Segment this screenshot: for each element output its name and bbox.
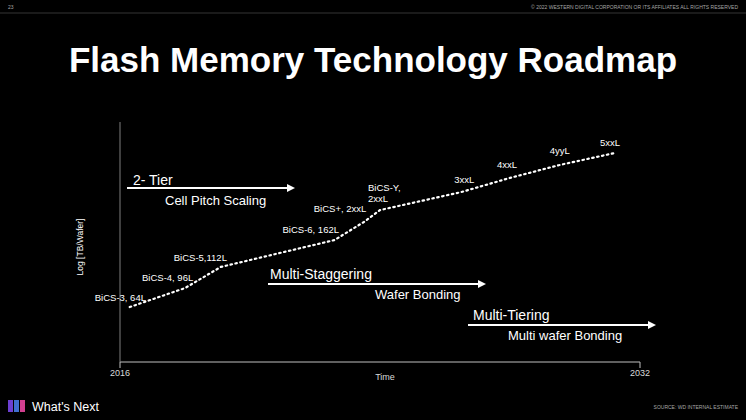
svg-text:BiCS+, 2xxL: BiCS+, 2xxL (314, 203, 367, 214)
svg-text:Cell Pitch Scaling: Cell Pitch Scaling (165, 193, 266, 208)
svg-text:BiCS-6, 162L: BiCS-6, 162L (283, 224, 340, 235)
svg-text:5xxL: 5xxL (600, 137, 620, 148)
svg-text:Multi-Staggering: Multi-Staggering (270, 266, 372, 282)
svg-text:Multi wafer Bonding: Multi wafer Bonding (508, 328, 622, 343)
svg-text:4xxL: 4xxL (497, 159, 517, 170)
svg-text:2- Tier: 2- Tier (133, 172, 173, 188)
svg-text:Log [TB/Wafer]: Log [TB/Wafer] (75, 219, 85, 276)
svg-text:BiCS-4, 96L: BiCS-4, 96L (142, 272, 193, 283)
svg-text:Flash Memory Technology Roadma: Flash Memory Technology Roadmap (69, 40, 677, 79)
svg-text:SOURCE: WD INTERNAL ESTIMATE: SOURCE: WD INTERNAL ESTIMATE (654, 404, 738, 410)
svg-text:© 2022 WESTERN DIGITAL CORPORA: © 2022 WESTERN DIGITAL CORPORATION OR IT… (531, 4, 738, 10)
svg-text:What's Next: What's Next (32, 400, 100, 414)
svg-text:2016: 2016 (110, 368, 130, 378)
svg-text:Time: Time (375, 372, 395, 382)
svg-text:BiCS-5,112L: BiCS-5,112L (174, 252, 227, 263)
svg-text:Multi-Tiering: Multi-Tiering (473, 307, 550, 323)
svg-text:BiCS-3, 64L: BiCS-3, 64L (95, 292, 146, 303)
svg-text:4yyL: 4yyL (550, 145, 570, 156)
svg-text:2032: 2032 (630, 368, 650, 378)
svg-text:23: 23 (8, 4, 14, 10)
svg-text:BiCS-Y,2xxL: BiCS-Y,2xxL (368, 182, 401, 204)
svg-text:3xxL: 3xxL (454, 174, 474, 185)
svg-text:Wafer Bonding: Wafer Bonding (375, 287, 461, 302)
